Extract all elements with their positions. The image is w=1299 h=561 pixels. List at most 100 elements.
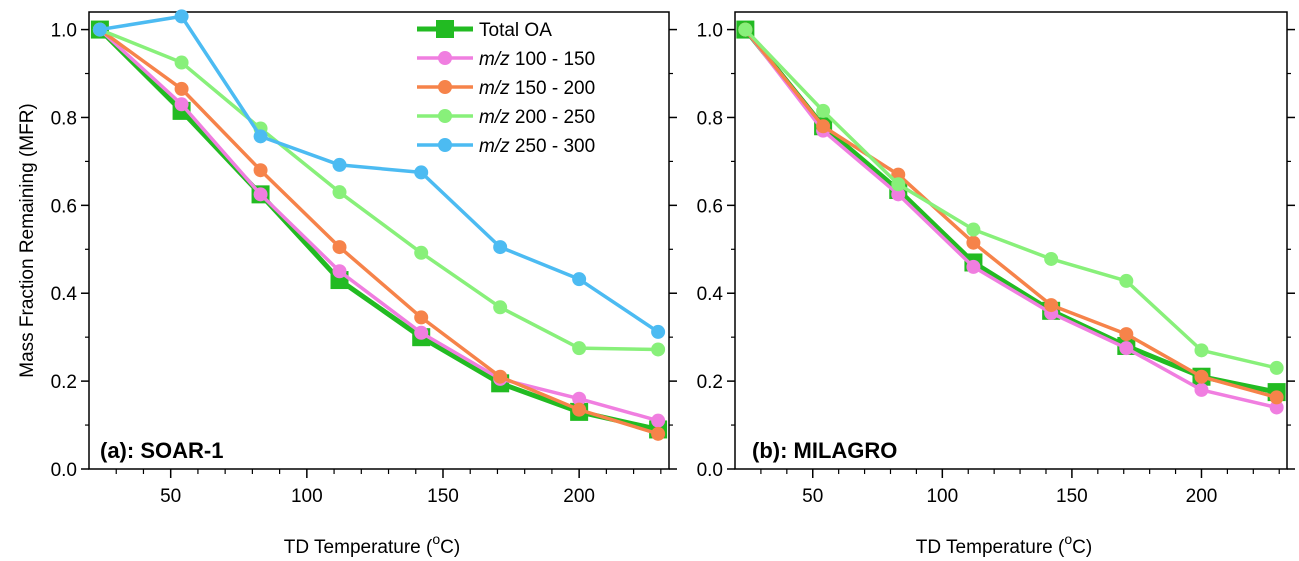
series-line	[743, 28, 1278, 395]
data-point	[332, 240, 347, 255]
panel-label: (b): MILAGRO	[752, 438, 897, 463]
data-point	[1194, 382, 1209, 397]
data-point	[332, 264, 347, 279]
y-tick-label: 0.0	[51, 460, 77, 481]
data-point	[966, 235, 981, 250]
data-point	[651, 413, 666, 428]
y-axis-title: Mass Fraction Remaining (MFR)	[17, 103, 38, 378]
x-axis-title-sup: o	[432, 531, 440, 547]
panel-label: (a): SOAR-1	[100, 438, 223, 463]
legend-marker	[438, 80, 452, 94]
series-line	[98, 28, 659, 436]
series-line	[98, 28, 659, 423]
legend-item: m/z 200 - 250	[417, 107, 595, 128]
data-point	[493, 300, 508, 315]
legend-marker	[438, 51, 452, 65]
data-point	[1194, 343, 1209, 358]
data-point	[414, 325, 429, 340]
y-tick-label: 0.0	[697, 460, 723, 481]
data-point	[572, 341, 587, 356]
y-tick-label: 0.8	[697, 108, 723, 129]
x-tick-label: 100	[291, 486, 323, 507]
panel-b-milagro: 0.0 0.2 0.4 0.6 0.8 1.0 50 100 150 200 TD Temperat…	[697, 11, 1295, 558]
legend-label: m/z 250 - 300	[479, 136, 595, 157]
legend-label-prefix: m/z	[479, 78, 510, 99]
series-line	[743, 28, 1278, 410]
data-point	[414, 165, 429, 180]
data-point	[891, 167, 906, 182]
x-axis-title-sup: o	[1064, 531, 1072, 547]
legend-marker	[438, 109, 452, 123]
legend-item: m/z 100 - 150	[417, 49, 595, 70]
data-point	[651, 342, 666, 357]
legend-marker	[436, 20, 454, 38]
x-axis-title-end: C)	[1072, 537, 1092, 558]
data-point	[493, 240, 508, 255]
series-line	[744, 28, 1278, 400]
data-point	[332, 157, 347, 172]
data-point	[816, 119, 831, 134]
legend-label: m/z 150 - 200	[479, 78, 595, 99]
data-point	[1119, 273, 1134, 288]
data-point	[816, 103, 831, 118]
x-tick-label: 150	[1056, 486, 1088, 507]
legend-label-name: 150 - 200	[510, 78, 596, 99]
data-point	[572, 391, 587, 406]
data-point	[891, 177, 906, 192]
data-point	[414, 310, 429, 325]
data-point	[92, 22, 107, 37]
data-point	[738, 22, 753, 37]
data-point	[572, 402, 587, 417]
y-tick-label: 1.0	[697, 21, 723, 42]
data-point	[253, 187, 268, 202]
data-point	[966, 259, 981, 274]
legend-label-name: 100 - 150	[510, 49, 596, 70]
data-point	[1044, 251, 1059, 266]
legend-label: Total OA	[479, 20, 552, 41]
data-point	[891, 187, 906, 202]
legend-label-name: 200 - 250	[510, 107, 596, 128]
data-point	[174, 9, 189, 24]
legend-label-prefix: m/z	[479, 107, 510, 128]
data-point	[1119, 327, 1134, 342]
data-point	[174, 81, 189, 96]
y-tick-label: 0.6	[697, 196, 723, 217]
x-tick-label: 200	[563, 486, 595, 507]
x-tick-label: 50	[802, 486, 823, 507]
legend-item: m/z 250 - 300	[417, 136, 595, 157]
legend-label-name: 250 - 300	[510, 136, 596, 157]
y-tick-label: 0.6	[51, 196, 77, 217]
series-250-300	[92, 9, 666, 339]
x-tick-label: 150	[427, 486, 459, 507]
data-point	[174, 55, 189, 70]
data-point	[1194, 369, 1209, 384]
y-tick-label: 0.8	[51, 108, 77, 129]
series-200-250	[738, 22, 1284, 375]
data-point	[414, 245, 429, 260]
y-tick-label: 0.2	[51, 372, 77, 393]
y-tick-label: 0.2	[697, 372, 723, 393]
data-point	[332, 185, 347, 200]
data-point	[966, 222, 981, 237]
x-tick-label: 50	[160, 486, 181, 507]
legend-marker	[438, 138, 452, 152]
legend-label-prefix: m/z	[479, 136, 510, 157]
x-axis-title: TD Temperature (oC)	[284, 531, 460, 558]
panel-a-soar: 0.0 0.2 0.4 0.6 0.8 1.0 50 100 150 200 TD Temperat…	[17, 9, 677, 558]
data-point	[1269, 360, 1284, 375]
data-point	[572, 272, 587, 287]
legend-item: m/z 150 - 200	[417, 78, 595, 99]
legend-label: m/z 200 - 250	[479, 107, 595, 128]
y-tick-label: 0.4	[51, 284, 78, 305]
y-tick-label: 1.0	[51, 21, 77, 42]
data-point	[253, 163, 268, 178]
legend-item: Total OA	[417, 20, 552, 41]
plot-frame	[734, 11, 1288, 470]
data-point	[174, 97, 189, 112]
series-150-200	[738, 22, 1284, 405]
series-line	[98, 27, 659, 432]
data-point	[253, 129, 268, 144]
series-line	[99, 14, 660, 334]
data-point	[1269, 400, 1284, 415]
